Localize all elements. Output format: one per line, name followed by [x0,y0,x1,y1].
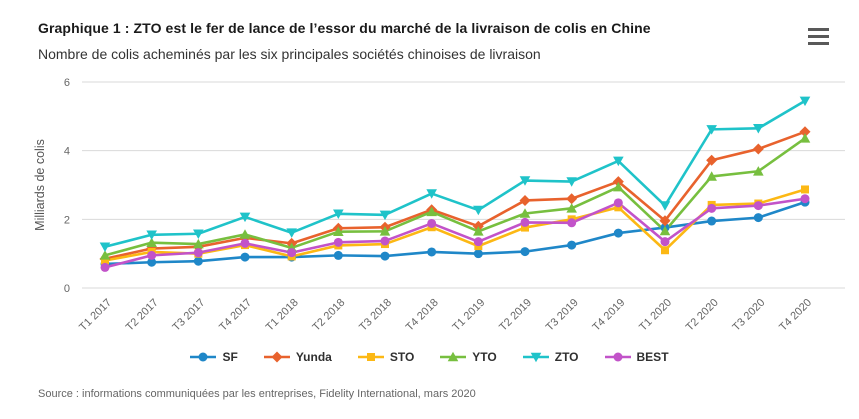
hamburger-icon [808,28,829,32]
x-tick-label: T2 2018 [310,297,347,334]
legend-marker-circle-icon [604,352,631,362]
x-tick-label: T4 2020 [777,297,814,334]
x-tick-label: T1 2019 [450,297,487,334]
y-axis-title: Milliards de colis [33,139,47,231]
x-tick-label: T2 2020 [684,297,721,334]
legend-marker-circle-icon [190,352,217,362]
x-tick-label: T2 2017 [124,297,161,334]
x-tick-label: T3 2020 [730,297,767,334]
x-tick-label: T4 2018 [404,297,441,334]
series-line-BEST [103,197,807,269]
legend-marker-diamond-icon [263,351,290,363]
legend-item-ZTO[interactable]: ZTO [522,350,579,364]
y-tick-label: 0 [64,283,70,295]
x-tick-label: T1 2017 [77,297,114,334]
x-tick-label: T4 2019 [590,297,627,334]
source-note: Source : informations communiquées par l… [38,388,476,400]
legend-label: STO [389,350,415,364]
x-tick-label: T4 2017 [217,297,254,334]
chart-subtitle: Nombre de colis acheminés par les six pr… [38,46,541,62]
legend-item-STO[interactable]: STO [357,350,415,364]
x-tick-label: T3 2018 [357,297,394,334]
x-tick-label: T1 2018 [264,297,301,334]
x-tick-label: T3 2019 [544,297,581,334]
chart-legend: SF Yunda STO YTO ZTO BEST [0,350,859,364]
x-tick-label: T2 2019 [497,297,534,334]
series-line-YTO [103,137,807,257]
x-tick-label: T1 2020 [637,297,674,334]
legend-label: YTO [472,350,497,364]
legend-item-Yunda[interactable]: Yunda [263,350,332,364]
chart-context-menu-button[interactable] [808,28,829,45]
series-line-Yunda [103,130,807,261]
series-line-ZTO [103,99,807,249]
legend-marker-triangle-up-icon [440,351,467,362]
series-line-STO [103,188,807,262]
x-tick-label: T3 2017 [170,297,207,334]
y-tick-label: 2 [64,214,70,226]
legend-item-SF[interactable]: SF [190,350,238,364]
legend-label: Yunda [295,350,332,364]
legend-label: SF [222,350,238,364]
chart-title: Graphique 1 : ZTO est le fer de lance de… [38,20,651,36]
legend-label: ZTO [554,350,579,364]
legend-item-BEST[interactable]: BEST [604,350,669,364]
legend-marker-square-icon [357,353,384,361]
legend-item-YTO[interactable]: YTO [440,350,497,364]
y-tick-label: 6 [64,77,70,89]
legend-label: BEST [636,350,669,364]
legend-marker-triangle-down-icon [522,352,549,363]
y-tick-label: 4 [64,146,70,158]
chart-header: Graphique 1 : ZTO est le fer de lance de… [38,20,799,62]
